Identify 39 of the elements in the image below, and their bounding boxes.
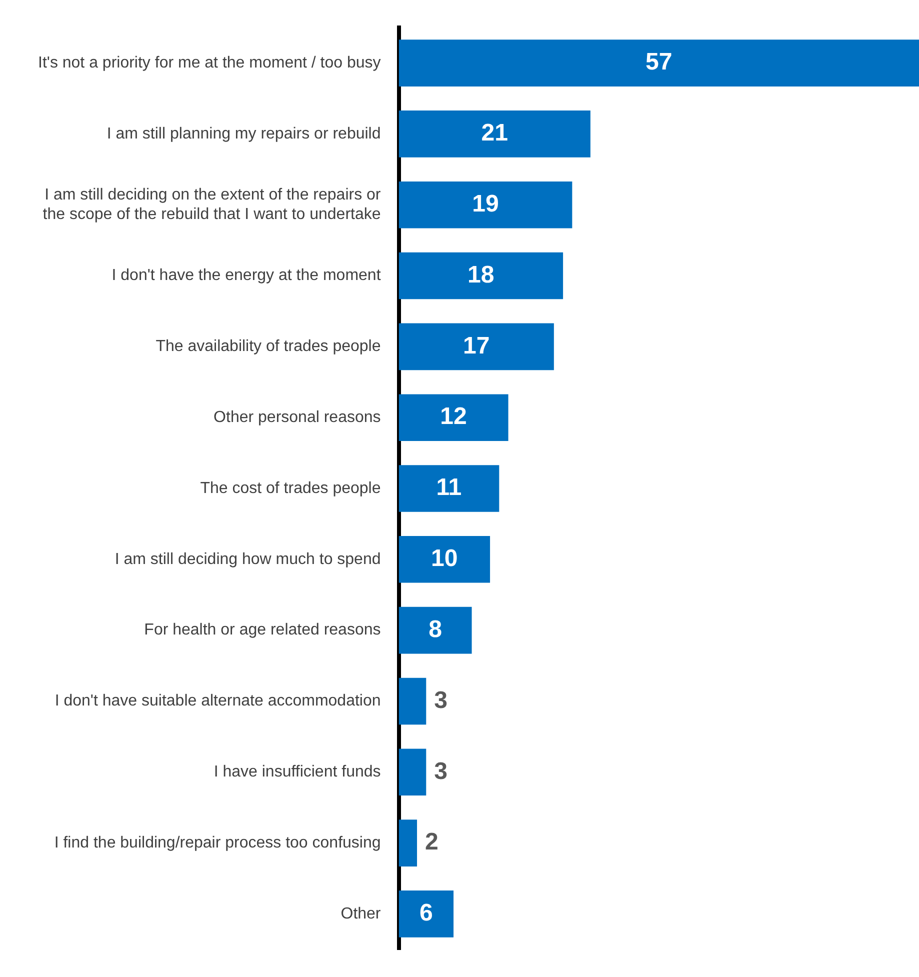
data-label: 2 <box>425 828 438 856</box>
data-label: 19 <box>472 190 499 218</box>
data-label: 10 <box>431 545 458 572</box>
y-tick-label: I am still deciding how much to spend <box>114 550 381 568</box>
y-tick-label: I don't have suitable alternate accommodation <box>54 692 381 710</box>
y-tick-label: Other personal reasons <box>214 409 381 426</box>
data-label: 6 <box>419 900 433 927</box>
bar <box>398 606 472 654</box>
bar <box>398 536 490 583</box>
y-tick-label: I am still deciding on the extent of the repairs or the scope of the rebuild that I want to undertake <box>42 186 382 223</box>
data-label: 3 <box>434 686 448 714</box>
bar <box>398 748 426 796</box>
data-label: 8 <box>428 616 442 643</box>
bar <box>398 678 426 725</box>
data-label: 3 <box>434 758 448 785</box>
y-tick-label: I have insufficient funds <box>214 764 381 781</box>
y-tick-label: I find the building/repair process too confusing <box>54 834 381 852</box>
y-tick-label: For health or age related reasons <box>144 622 381 639</box>
data-label: 21 <box>481 120 508 147</box>
bar <box>398 252 564 300</box>
data-label: 18 <box>468 261 494 288</box>
data-label: 11 <box>436 474 462 502</box>
bar <box>398 323 554 370</box>
y-tick-label: The availability of trades people <box>156 338 381 356</box>
y-tick-label: I am still planning my repairs or rebuild <box>106 125 381 142</box>
data-label: 12 <box>440 403 467 430</box>
data-label: 57 <box>646 48 672 76</box>
y-tick-label: I don't have the energy at the moment <box>112 267 382 284</box>
data-label: 17 <box>462 332 490 360</box>
bar <box>398 394 508 441</box>
bar <box>398 820 418 866</box>
y-tick-label: The cost of trades people <box>200 480 381 497</box>
y-tick-label: Other <box>340 905 382 922</box>
bar <box>398 465 500 512</box>
bar <box>398 890 454 938</box>
bar <box>398 181 572 228</box>
y-tick-label: It's not a priority for me at the moment / too busy <box>38 54 381 72</box>
bar <box>398 40 919 86</box>
bar <box>398 110 590 158</box>
